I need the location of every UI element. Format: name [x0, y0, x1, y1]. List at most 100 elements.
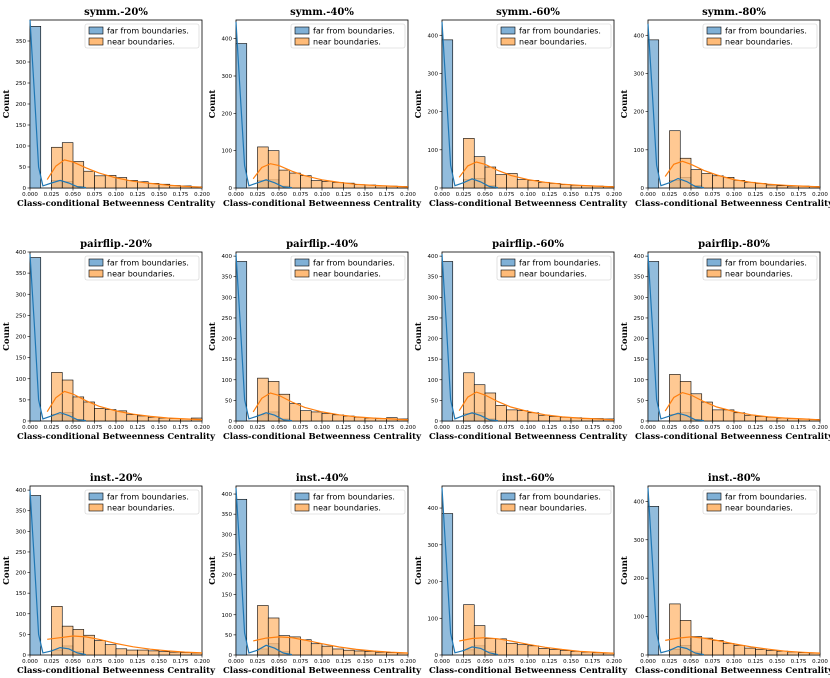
x-tick-label: 0.025 — [44, 425, 60, 431]
x-tick-label: 0.125 — [748, 192, 764, 198]
y-tick-label: 350 — [16, 271, 27, 277]
y-tick-label: 400 — [16, 488, 27, 494]
x-tick-label: 0.100 — [314, 659, 330, 665]
near-bar — [300, 175, 312, 189]
near-bar — [300, 639, 312, 656]
x-tick-label: 0.125 — [748, 425, 764, 431]
y-axis-label: Count — [414, 90, 424, 119]
near-bar — [94, 640, 106, 656]
y-tick-label: 300 — [428, 543, 439, 549]
x-tick-label: 0.200 — [194, 659, 210, 665]
x-axis-label: Class-conditional Betweenness Centrality — [635, 432, 830, 442]
legend-label-far: far from boundaries. — [519, 493, 601, 502]
y-tick-label: 50 — [19, 398, 26, 404]
legend-label-near: near boundaries. — [313, 38, 381, 47]
legend-label-near: near boundaries. — [519, 38, 587, 47]
histogram-panel: inst.-80% 0 100 200 300 400 0.000 0.025 0.050 0.0… — [620, 473, 830, 676]
x-tick-label: 0.050 — [683, 192, 699, 198]
near-bar — [321, 180, 334, 189]
y-tick-label: 400 — [634, 499, 645, 505]
x-tick-label: 0.075 — [87, 425, 103, 431]
y-tick-label: 150 — [222, 593, 233, 599]
y-tick-label: 100 — [634, 615, 645, 621]
legend-box — [84, 489, 200, 515]
x-tick-label: 0.050 — [683, 659, 699, 665]
legend-swatch-near — [88, 37, 104, 46]
near-bar — [104, 644, 117, 656]
y-tick-label: 150 — [428, 357, 439, 363]
histogram-panel: pairflip.-20% 0 50 100 150 200 250 300 350 400 0.0… — [2, 239, 216, 442]
x-tick-label: 0.150 — [769, 192, 785, 198]
x-tick-label: 0.000 — [640, 659, 656, 665]
x-tick-label: 0.100 — [108, 192, 124, 198]
legend-swatch-far — [88, 258, 104, 267]
near-bar — [158, 651, 171, 656]
near-bar — [267, 150, 280, 189]
y-tick-label: 200 — [222, 337, 233, 343]
x-tick-label: 0.050 — [65, 425, 81, 431]
x-tick-label: 0.000 — [434, 425, 450, 431]
near-bar — [559, 650, 572, 656]
y-tick-label: 50 — [225, 398, 232, 404]
x-tick-label: 0.100 — [108, 659, 124, 665]
near-bar — [744, 414, 756, 422]
near-bar — [137, 649, 149, 656]
far-kde-line — [29, 254, 86, 422]
near-bar — [364, 651, 377, 656]
near-bar — [538, 414, 550, 422]
near-bar — [549, 649, 561, 656]
legend-box — [84, 255, 200, 281]
y-tick-label: 50 — [637, 398, 644, 404]
near-bar — [516, 644, 529, 656]
x-tick-label: 0.000 — [434, 192, 450, 198]
near-bar — [310, 643, 323, 656]
legend-swatch-far — [88, 26, 104, 35]
near-bar — [506, 409, 518, 422]
y-tick-label: 400 — [222, 37, 233, 43]
near-bar — [733, 412, 746, 422]
x-tick-label: 0.200 — [400, 659, 416, 665]
x-tick-label: 0.175 — [173, 192, 189, 198]
x-tick-label: 0.025 — [662, 425, 678, 431]
x-tick-label: 0.150 — [357, 659, 373, 665]
y-tick-label: 150 — [16, 356, 27, 362]
y-tick-label: 50 — [19, 165, 26, 171]
y-tick-label: 100 — [16, 612, 27, 618]
x-tick-label: 0.200 — [194, 192, 210, 198]
x-tick-label: 0.200 — [606, 659, 622, 665]
y-tick-label: 50 — [19, 632, 26, 638]
near-bar — [83, 401, 95, 422]
x-tick-label: 0.000 — [640, 192, 656, 198]
y-tick-label: 200 — [428, 337, 439, 343]
x-tick-label: 0.125 — [542, 659, 558, 665]
y-tick-label: 200 — [428, 110, 439, 116]
y-tick-label: 350 — [16, 39, 27, 45]
y-tick-label: 0 — [229, 419, 233, 425]
legend-swatch-far — [706, 258, 722, 267]
y-tick-label: 150 — [222, 357, 233, 363]
x-tick-label: 0.000 — [22, 192, 38, 198]
x-tick-label: 0.025 — [44, 192, 60, 198]
panel-title: inst.-60% — [502, 473, 555, 484]
histogram-panel: symm.-80% 0 100 200 300 400 0.000 0.025 0.050 0.0… — [620, 7, 830, 209]
x-tick-label: 0.025 — [456, 659, 472, 665]
y-tick-label: 200 — [428, 580, 439, 586]
x-tick-label: 0.075 — [705, 425, 721, 431]
y-axis-label: Count — [2, 90, 12, 119]
legend-swatch-near — [706, 37, 722, 46]
y-tick-label: 100 — [16, 144, 27, 150]
histogram-panel: inst.-20% 0 50 100 150 200 250 300 350 400 0.000 0.… — [2, 473, 216, 676]
y-axis-label: Count — [620, 322, 630, 351]
legend-box — [702, 489, 818, 515]
y-tick-label: 100 — [222, 613, 233, 619]
histogram-panel: symm.-60% 0 100 200 300 400 0.000 0.025 0.050 0.0… — [414, 7, 628, 209]
near-bar — [712, 409, 724, 422]
x-axis-label: Class-conditional Betweenness Centrality — [17, 666, 216, 676]
x-tick-label: 0.125 — [336, 192, 352, 198]
near-kde-line — [458, 161, 615, 188]
x-tick-label: 0.100 — [726, 192, 742, 198]
near-bar — [289, 172, 301, 189]
far-kde-line — [647, 23, 704, 189]
near-bar — [744, 647, 756, 656]
legend-swatch-far — [500, 258, 516, 267]
